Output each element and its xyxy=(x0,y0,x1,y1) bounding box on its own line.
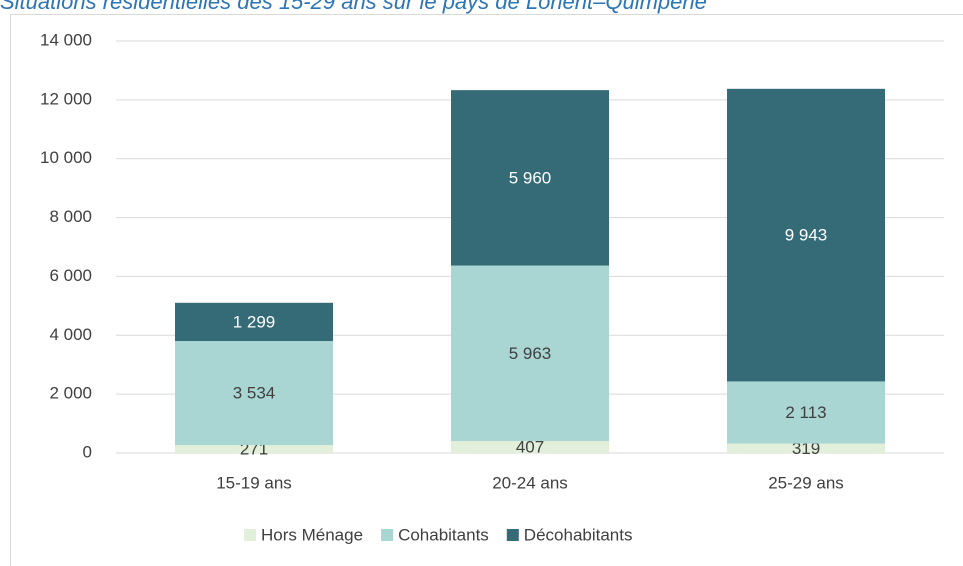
data-label: 1 299 xyxy=(233,312,276,331)
data-label: 2 113 xyxy=(785,403,826,422)
y-tick-label: 12 000 xyxy=(40,89,92,108)
bar-segment xyxy=(451,441,609,453)
legend-label: Cohabitants xyxy=(398,525,489,544)
data-label: 407 xyxy=(516,437,544,456)
y-tick-label: 6 000 xyxy=(49,266,92,285)
legend-swatch xyxy=(506,529,519,541)
y-tick-label: 4 000 xyxy=(49,325,92,344)
data-label: 5 960 xyxy=(509,168,552,187)
y-tick-label: 10 000 xyxy=(40,148,92,167)
x-tick-label: 25-29 ans xyxy=(768,473,844,492)
legend-label: Hors Ménage xyxy=(261,525,363,544)
chart-frame xyxy=(10,14,963,566)
legend-swatch xyxy=(381,529,394,541)
y-tick-label: 2 000 xyxy=(49,384,92,403)
y-tick-label: 8 000 xyxy=(49,207,92,226)
bar-segment xyxy=(175,445,333,453)
bar-segment xyxy=(451,265,609,442)
legend-label: Décohabitants xyxy=(524,525,633,544)
data-label: 3 534 xyxy=(233,384,276,403)
data-label: 5 963 xyxy=(509,344,552,363)
bar-segment xyxy=(451,90,609,266)
x-tick-label: 15-19 ans xyxy=(216,473,292,492)
bar-segment xyxy=(727,88,885,382)
y-tick-label: 14 000 xyxy=(40,30,92,49)
x-tick-label: 20-24 ans xyxy=(492,473,568,492)
chart-title: Situations résidentielles des 15-29 ans … xyxy=(0,0,707,14)
bar-segment xyxy=(175,302,333,342)
legend-swatch xyxy=(244,529,256,541)
data-label: 9 943 xyxy=(785,226,828,245)
y-tick-label: 0 xyxy=(83,442,92,461)
bar-segment xyxy=(727,443,885,453)
bar-segment xyxy=(727,381,885,444)
bar-segment xyxy=(175,341,333,446)
